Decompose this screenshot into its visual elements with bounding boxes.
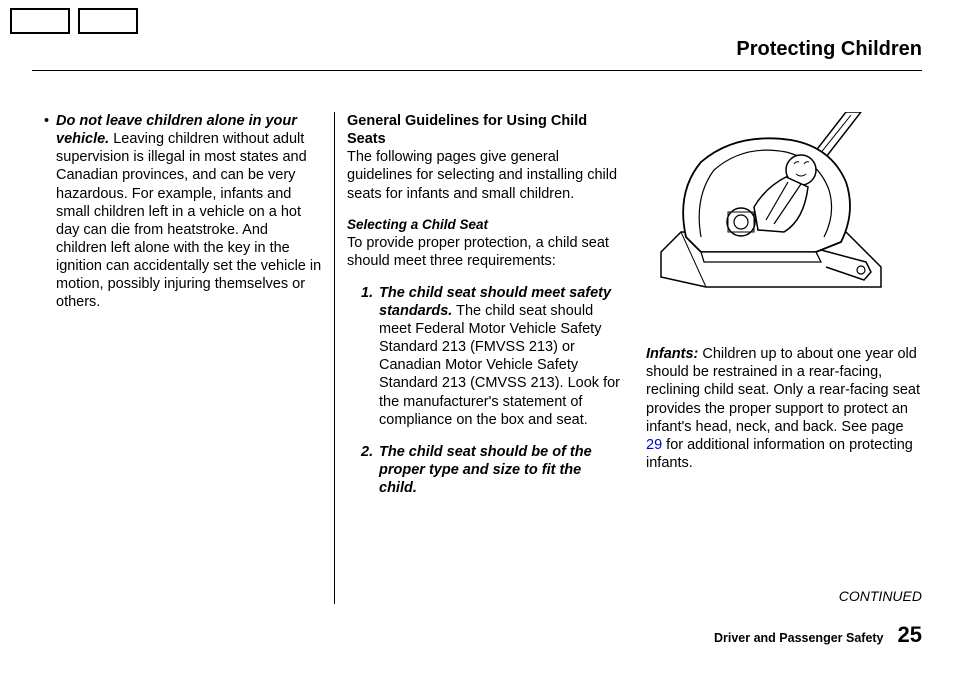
content-columns: • Do not leave children alone in your ve… xyxy=(44,112,922,604)
column-2: General Guidelines for Using Child Seats… xyxy=(334,112,630,604)
list-number-1: 1. xyxy=(361,284,379,429)
list-item-2: The child seat should be of the proper t… xyxy=(379,443,620,497)
infants-body-b: for additional information on protecting… xyxy=(646,437,913,471)
infants-lead: Infants: xyxy=(646,346,698,362)
page-number: 25 xyxy=(898,622,922,648)
col2-para-2: To provide proper protection, a child se… xyxy=(347,234,620,270)
nav-button-2[interactable] xyxy=(78,8,138,34)
col2-para-1: The following pages give general guideli… xyxy=(347,148,620,202)
bullet-body: Leaving children without adult supervisi… xyxy=(56,131,321,310)
continued-label: CONTINUED xyxy=(839,588,922,604)
page-footer: Driver and Passenger Safety 25 xyxy=(714,622,922,648)
title-rule xyxy=(32,70,922,71)
list-number-2: 2. xyxy=(361,443,379,497)
child-seat-illustration xyxy=(646,112,896,322)
section-label: Driver and Passenger Safety xyxy=(714,631,884,645)
bullet-text: Do not leave children alone in your vehi… xyxy=(56,112,322,311)
page-title: Protecting Children xyxy=(736,38,922,61)
col2-heading-1: General Guidelines for Using Child Seats xyxy=(347,112,620,148)
column-3: Infants: Children up to about one year o… xyxy=(630,112,922,604)
list-item-1: The child seat should meet safety standa… xyxy=(379,284,620,429)
column-1: • Do not leave children alone in your ve… xyxy=(44,112,334,604)
n1-body: The child seat should meet Federal Motor… xyxy=(379,303,620,428)
page-link-29[interactable]: 29 xyxy=(646,437,662,453)
bullet-icon: • xyxy=(44,112,56,311)
nav-button-1[interactable] xyxy=(10,8,70,34)
col2-heading-2: Selecting a Child Seat xyxy=(347,217,620,234)
infants-paragraph: Infants: Children up to about one year o… xyxy=(646,345,922,472)
